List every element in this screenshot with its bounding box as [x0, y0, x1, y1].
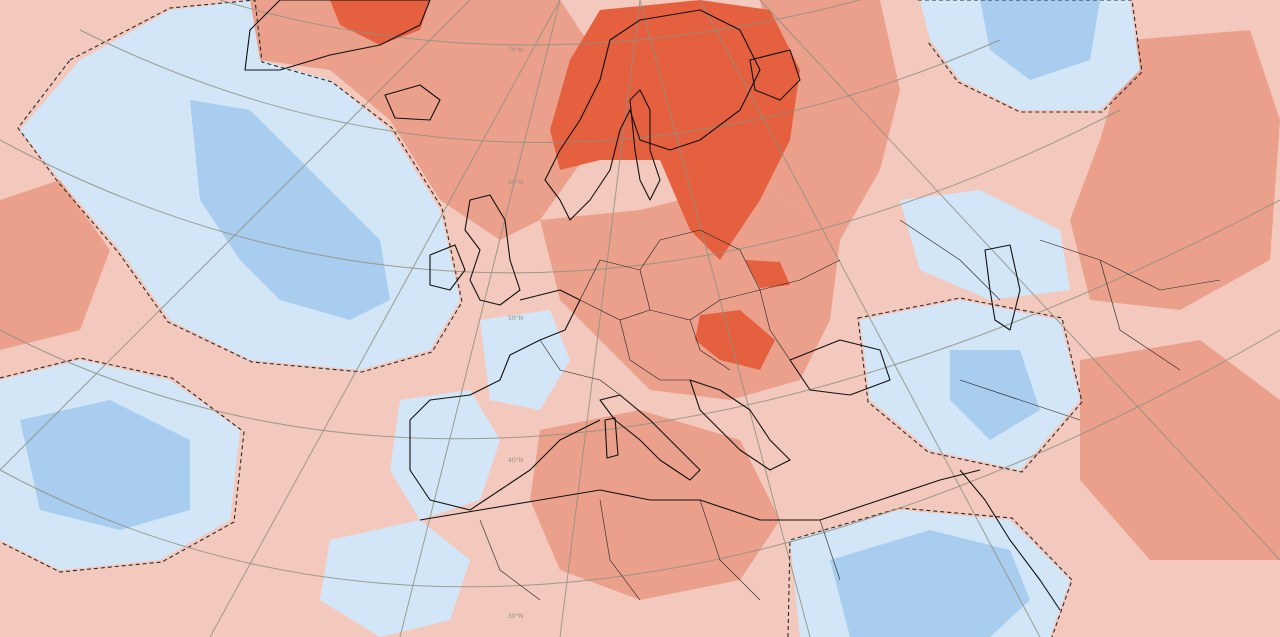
coast-western-europe: [409, 289, 601, 511]
zero-contour-layer: [0, 0, 1143, 637]
coastline-layer: [244, 0, 1061, 611]
meridian-e60: [759, 0, 1280, 561]
meridian-e20: [639, 0, 811, 637]
warm-region-mid-atlantic: [0, 180, 110, 350]
coast-ireland: [429, 244, 466, 291]
cool-core-east-mediterranean-south: [830, 530, 1030, 637]
latitude-labels: 70°N 60°N 50°N 40°N 30°N: [508, 47, 523, 620]
coast-balkans-greece: [689, 379, 791, 471]
warm-core-ukraine: [745, 260, 790, 288]
latitude-label-30: 30°N: [508, 613, 523, 620]
coast-iceland: [384, 84, 441, 121]
zero-contour-siberia: [918, 0, 1143, 113]
coast-greenland: [244, 0, 431, 71]
coast-great-britain: [464, 194, 521, 306]
cool-region-france: [480, 310, 570, 410]
zero-contour-mediterranean: [787, 507, 1073, 637]
latitude-label-40: 40°N: [508, 457, 523, 464]
coast-italy: [599, 394, 701, 481]
latitude-label-50: 50°N: [508, 315, 523, 322]
cool-core-subtropical-atlantic: [20, 400, 190, 530]
meridian-w40: [209, 0, 561, 637]
coast-black-sea: [789, 339, 891, 396]
zero-contour-subtropical: [0, 357, 245, 573]
warm-core-greenland: [330, 0, 430, 45]
warm-core-balkans: [695, 310, 775, 370]
coast-red-sea: [959, 469, 1061, 611]
meridian-e0: [559, 0, 641, 637]
latitude-30: [0, 329, 1280, 588]
latitude-label-60: 60°N: [508, 179, 523, 186]
meridian-w20: [399, 0, 561, 637]
border-lines-africa: [479, 499, 841, 601]
meridian-w60: [0, 0, 471, 471]
cool-core-west-siberia: [980, 0, 1100, 80]
coast-white-sea: [749, 49, 801, 101]
warm-region-siberia: [1070, 30, 1280, 310]
latitude-50: [0, 109, 1121, 274]
border-layer: [479, 219, 1221, 601]
coast-corsica-sardinia: [604, 417, 619, 459]
latitude-40: [0, 199, 1280, 440]
cool-region-west-africa: [320, 520, 470, 637]
cool-region-iberia: [390, 390, 500, 520]
cool-core-north-atlantic: [190, 100, 390, 320]
border-lines-asia: [899, 219, 1221, 421]
meridian-e40: [699, 0, 1041, 637]
latitude-label-70: 70°N: [508, 47, 523, 54]
cool-core-caucasus: [950, 350, 1040, 440]
latitude-70: [219, 0, 861, 46]
cool-anomaly-layer: [0, 0, 1140, 637]
zero-contour-turkey: [857, 297, 1083, 473]
coast-scandinavia: [544, 9, 761, 221]
warm-region-arabia: [1080, 340, 1280, 560]
latitude-60: [79, 29, 1001, 143]
zero-contour-atlantic: [17, 0, 463, 373]
coast-baltic: [629, 89, 661, 201]
cool-region-central-asia: [900, 190, 1070, 300]
border-lines-europe: [539, 229, 841, 396]
